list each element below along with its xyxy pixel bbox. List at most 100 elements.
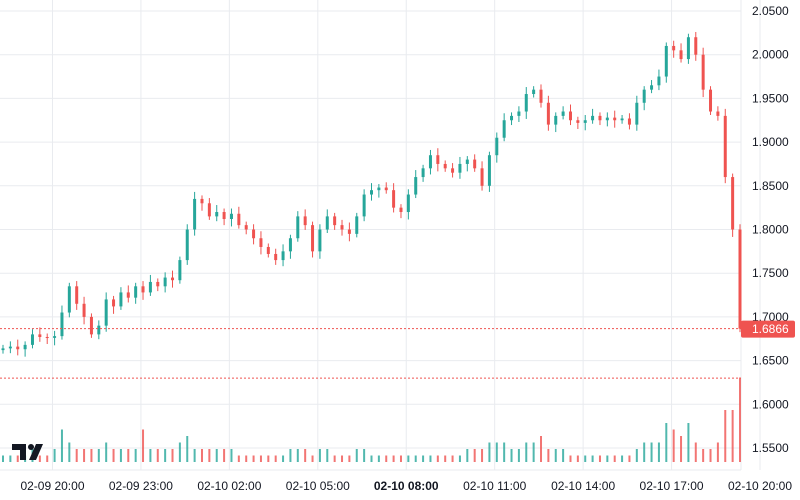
volume-bar <box>716 442 719 462</box>
candle-body <box>524 94 528 112</box>
volume-bar <box>584 455 587 462</box>
volume-bar <box>142 429 145 462</box>
price-tick-label: 1.9000 <box>752 135 789 149</box>
candle-body <box>244 225 248 230</box>
volume-bar <box>495 442 498 462</box>
candle-body <box>583 120 587 123</box>
candle-body <box>392 190 396 208</box>
candle-body <box>156 281 160 287</box>
volume-bar <box>694 442 697 462</box>
volume-bar <box>429 455 432 462</box>
candle-body <box>443 163 447 169</box>
volume-bar <box>385 455 388 462</box>
candle-body <box>664 45 668 77</box>
grid <box>0 0 761 471</box>
volume-bar <box>134 449 137 462</box>
volume-bar <box>414 455 417 462</box>
candle-body <box>465 159 469 164</box>
volume-bar <box>9 455 12 462</box>
volume-bar <box>444 455 447 462</box>
candle-body <box>399 207 403 213</box>
volume-bar <box>562 449 565 462</box>
volume-bar <box>473 449 476 462</box>
candle-body <box>200 198 204 204</box>
candle-body <box>252 229 256 239</box>
price-tick-label: 1.6500 <box>752 354 789 368</box>
time-tick-label: 02-10 17:00 <box>640 479 704 493</box>
price-axis[interactable]: 2.0500 2.0000 1.9500 1.9000 1.8500 1.8000 1.75… <box>741 4 795 455</box>
candle-body <box>185 229 189 261</box>
candle-body <box>451 168 455 173</box>
volume-bar <box>164 449 167 462</box>
volume-bar <box>503 442 506 462</box>
candle-body <box>134 286 138 298</box>
candle-body <box>591 115 595 121</box>
volume-bar <box>525 442 528 462</box>
price-tick-label: 2.0000 <box>752 48 789 62</box>
candle-body <box>635 102 639 125</box>
candle-body <box>414 177 418 195</box>
candle-body <box>126 292 130 298</box>
volume-bar <box>407 455 410 462</box>
candle-body <box>296 216 300 239</box>
volume-bar <box>90 449 93 462</box>
volume-bar <box>510 449 513 462</box>
volume-bar <box>282 455 285 462</box>
candle-body <box>53 336 57 338</box>
volume-bar <box>326 449 329 462</box>
candle-body <box>119 292 123 307</box>
candle-body <box>45 337 49 339</box>
candle-body <box>598 115 602 121</box>
candle-body <box>23 344 27 350</box>
time-tick-label: 02-10 11:00 <box>463 479 526 493</box>
candle-body <box>532 89 536 95</box>
volume-bar <box>621 455 624 462</box>
candle-body <box>30 334 34 345</box>
candle-body <box>148 281 152 293</box>
volume-bar <box>149 449 152 462</box>
volume-bar <box>119 449 122 462</box>
volume-bar <box>517 449 520 462</box>
price-tick-label: 1.8500 <box>752 179 789 193</box>
volume-bar <box>186 436 189 462</box>
candle-body <box>627 118 631 125</box>
volume-bar <box>399 455 402 462</box>
candle-body <box>97 325 101 335</box>
candle-body <box>362 194 366 217</box>
volume-bar <box>193 449 196 462</box>
candle-body <box>8 346 12 349</box>
volume-bar <box>613 455 616 462</box>
volume-bar <box>739 377 741 462</box>
price-lines <box>0 328 741 379</box>
time-tick-label: 02-09 20:00 <box>20 479 84 493</box>
volume-bar <box>628 455 631 462</box>
candle-body <box>650 85 654 90</box>
volume-bar <box>223 449 226 462</box>
candle-body <box>281 251 285 261</box>
candle-body <box>428 155 432 169</box>
candle-body <box>576 120 580 123</box>
price-tick-label: 1.9500 <box>752 91 789 105</box>
volume-bar <box>532 442 535 462</box>
candle-body <box>738 229 742 329</box>
volume-bar <box>252 455 255 462</box>
candle-body <box>568 111 572 121</box>
candle-body <box>325 216 329 230</box>
candle-body <box>1 348 5 351</box>
candle-body <box>171 277 175 281</box>
time-axis[interactable]: 02-09 20:00 02-09 23:00 02-10 02:00 02-10 0… <box>20 479 792 493</box>
time-tick-label: 02-10 20:00 <box>728 479 792 493</box>
candle-body <box>229 213 233 220</box>
volume-bar <box>355 449 358 462</box>
candle-body <box>731 177 735 230</box>
volume-bar <box>687 423 690 462</box>
candle-body <box>480 168 484 186</box>
price-tick-label: 1.7000 <box>752 310 789 324</box>
candle-body <box>406 194 410 213</box>
volume-bar <box>46 455 49 462</box>
volume-bar <box>724 410 727 462</box>
candle-body <box>502 120 506 138</box>
candle-body <box>141 286 145 293</box>
volume-bar <box>75 449 78 462</box>
